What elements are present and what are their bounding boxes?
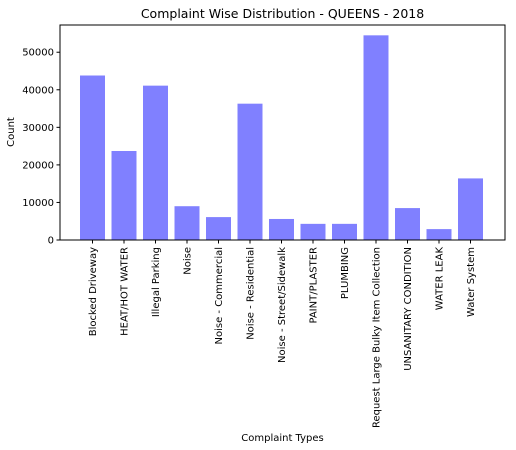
y-tick-label: 0 — [48, 236, 54, 247]
x-tick-label: PLUMBING — [340, 247, 351, 299]
y-tick-label: 50000 — [22, 48, 54, 59]
y-tick-label: 40000 — [22, 85, 54, 96]
x-tick-label: Request Large Bulky Item Collection — [372, 247, 383, 428]
x-tick-label: Noise - Residential — [246, 247, 257, 340]
bar — [238, 104, 263, 240]
bar — [395, 208, 420, 240]
x-tick-label: Water System — [466, 247, 477, 317]
x-axis-label: Complaint Types — [241, 433, 324, 444]
bar — [206, 217, 231, 240]
y-tick-label: 20000 — [22, 160, 54, 171]
y-tick-label: 30000 — [22, 123, 54, 134]
x-tick-label: Noise - Commercial — [214, 247, 225, 345]
x-tick-label: Illegal Parking — [151, 247, 162, 317]
x-tick-label: Noise - Street/Sidewalk — [277, 247, 288, 363]
bar — [427, 229, 452, 240]
bar — [269, 219, 294, 240]
bar — [332, 224, 357, 240]
bar — [301, 224, 326, 240]
bar — [364, 35, 389, 240]
x-tick-label: HEAT/HOT WATER — [120, 247, 131, 336]
bar — [175, 206, 200, 240]
x-tick-label: WATER LEAK — [435, 247, 446, 311]
bar — [112, 151, 137, 240]
x-tick-label: Noise — [183, 247, 194, 275]
y-tick-label: 10000 — [22, 198, 54, 209]
bar — [80, 76, 105, 240]
y-axis-label: Count — [6, 117, 17, 147]
x-tick-label: UNSANITARY CONDITION — [403, 247, 414, 371]
bar — [458, 178, 483, 240]
chart-title: Complaint Wise Distribution - QUEENS - 2… — [141, 6, 424, 21]
bar — [143, 86, 168, 240]
x-tick-label: Blocked Driveway — [88, 247, 99, 336]
x-tick-label: PAINT/PLASTER — [309, 247, 320, 324]
